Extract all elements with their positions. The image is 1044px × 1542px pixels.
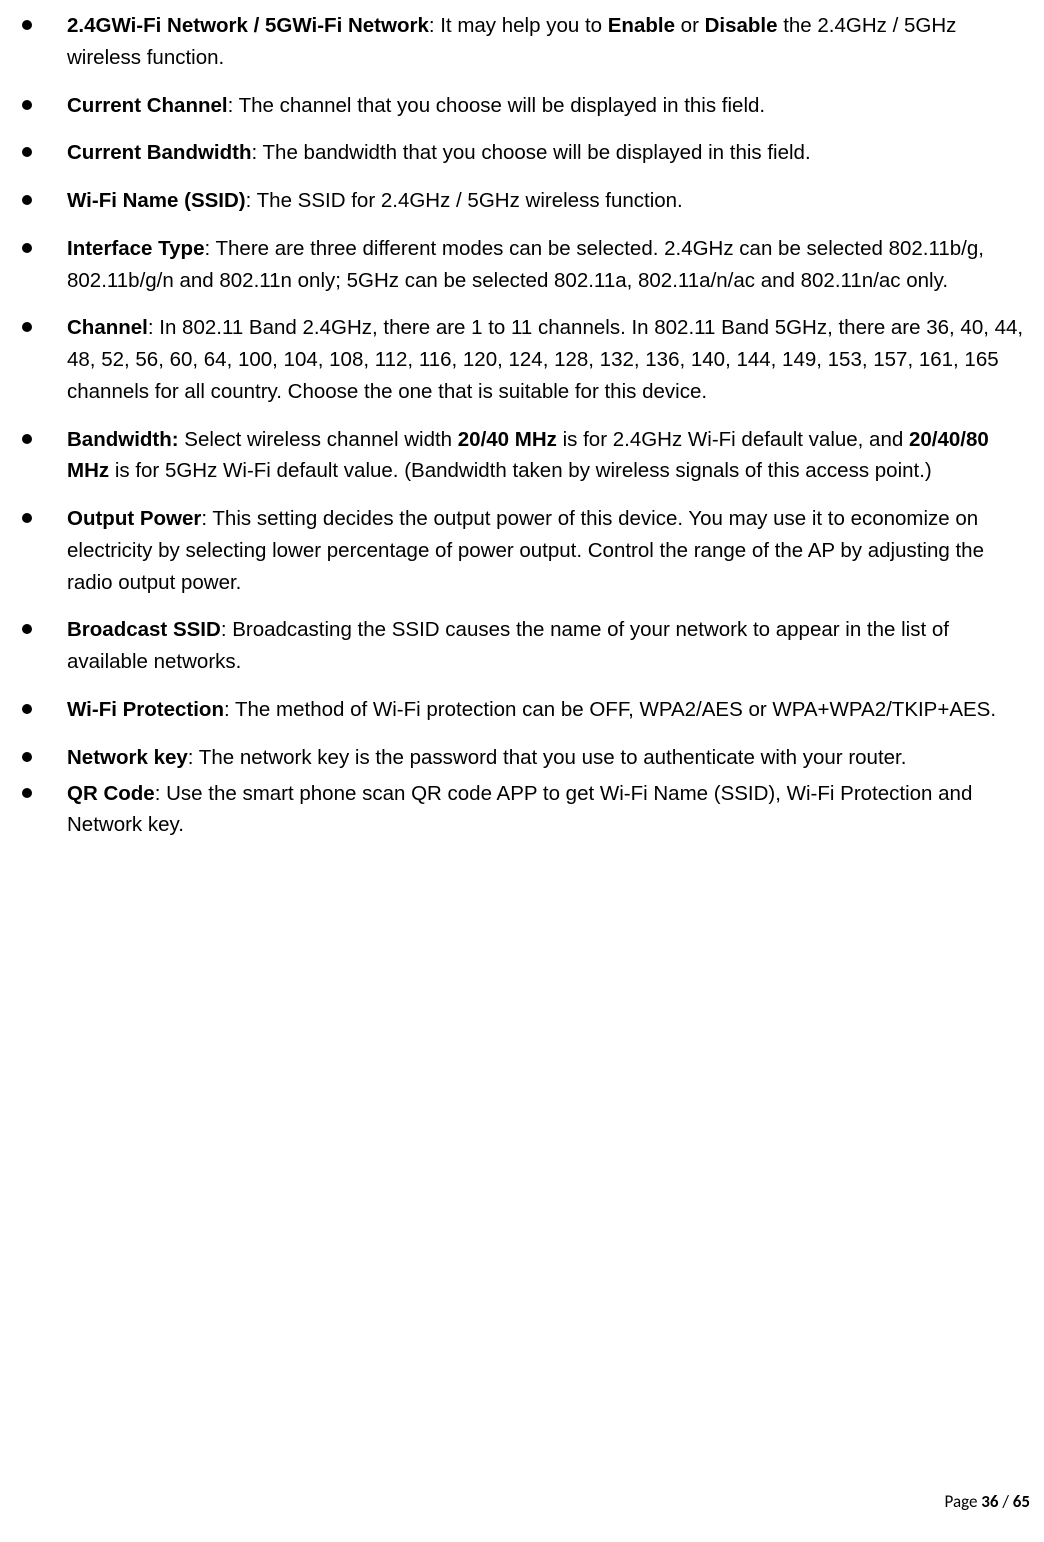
- footer-current-page: 36: [981, 1491, 998, 1512]
- term: Wi-Fi Name (SSID): [67, 189, 246, 212]
- bold-text: Disable: [705, 14, 778, 37]
- text: is for 5GHz Wi-Fi default value. (Bandwi…: [109, 459, 932, 482]
- term: Broadcast SSID: [67, 618, 221, 641]
- list-item: Interface Type: There are three differen…: [5, 233, 1034, 297]
- text: : The network key is the password that y…: [188, 746, 907, 769]
- list-item: Channel: In 802.11 Band 2.4GHz, there ar…: [5, 312, 1034, 407]
- text: : This setting decides the output power …: [67, 507, 984, 594]
- list-item: 2.4GWi-Fi Network / 5GWi-Fi Network: It …: [5, 10, 1034, 74]
- list-item: Output Power: This setting decides the o…: [5, 503, 1034, 598]
- bold-text: Enable: [608, 14, 675, 37]
- list-item: Network key: The network key is the pass…: [5, 742, 1034, 774]
- text: or: [675, 14, 705, 37]
- term: Wi-Fi Protection: [67, 698, 224, 721]
- text: : The SSID for 2.4GHz / 5GHz wireless fu…: [246, 189, 683, 212]
- text: : The channel that you choose will be di…: [228, 94, 766, 117]
- text: : Use the smart phone scan QR code APP t…: [67, 782, 972, 837]
- term: Current Channel: [67, 94, 228, 117]
- term: Output Power: [67, 507, 201, 530]
- list-item: Current Channel: The channel that you ch…: [5, 90, 1034, 122]
- footer-sep: /: [999, 1491, 1013, 1512]
- term: QR Code: [67, 782, 155, 805]
- page-content: 2.4GWi-Fi Network / 5GWi-Fi Network: It …: [0, 0, 1044, 867]
- list-item: Wi-Fi Name (SSID): The SSID for 2.4GHz /…: [5, 185, 1034, 217]
- text: : It may help you to: [429, 14, 608, 37]
- text: is for 2.4GHz Wi-Fi default value, and: [557, 428, 909, 451]
- term: Network key: [67, 746, 188, 769]
- term: Channel: [67, 316, 148, 339]
- list-item: Bandwidth: Select wireless channel width…: [5, 424, 1034, 488]
- term: 2.4GWi-Fi Network / 5GWi-Fi Network: [67, 14, 429, 37]
- list-item: Broadcast SSID: Broadcasting the SSID ca…: [5, 614, 1034, 678]
- term: Current Bandwidth: [67, 141, 252, 164]
- list-item: Wi-Fi Protection: The method of Wi-Fi pr…: [5, 694, 1034, 726]
- list-item: QR Code: Use the smart phone scan QR cod…: [5, 778, 1034, 842]
- text: : The bandwidth that you choose will be …: [252, 141, 811, 164]
- text: : In 802.11 Band 2.4GHz, there are 1 to …: [67, 316, 1023, 403]
- page-footer: Page 36 / 65: [945, 1491, 1030, 1512]
- definition-list: 2.4GWi-Fi Network / 5GWi-Fi Network: It …: [5, 10, 1034, 841]
- footer-label: Page: [945, 1491, 982, 1512]
- list-item: Current Bandwidth: The bandwidth that yo…: [5, 137, 1034, 169]
- text: : The method of Wi-Fi protection can be …: [224, 698, 996, 721]
- text: Select wireless channel width: [179, 428, 458, 451]
- footer-total-pages: 65: [1013, 1491, 1030, 1512]
- term: Bandwidth:: [67, 428, 179, 451]
- bold-text: 20/40 MHz: [458, 428, 557, 451]
- text: : There are three different modes can be…: [67, 237, 984, 292]
- term: Interface Type: [67, 237, 204, 260]
